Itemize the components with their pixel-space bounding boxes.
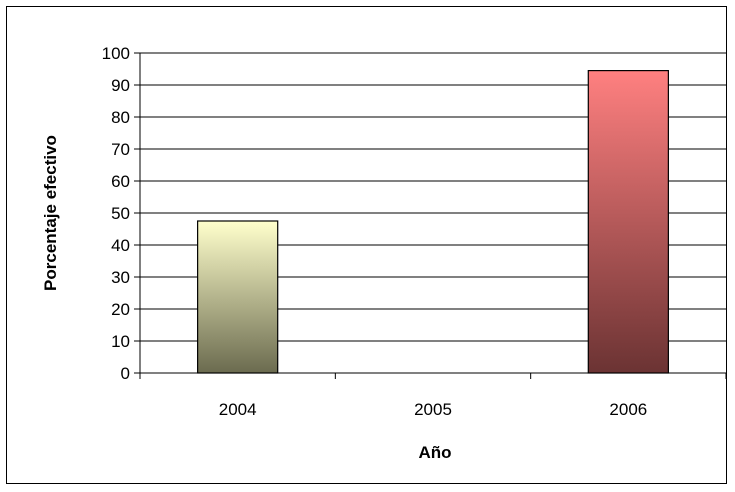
y-tick-label: 100 [102,44,130,63]
x-axis-title: Año [418,443,451,462]
y-tick-label: 50 [111,204,130,223]
bars [197,69,669,374]
x-tick-label: 2004 [219,400,257,419]
y-tick-label: 90 [111,76,130,95]
bar-2006 [587,69,669,374]
y-axis-title: Porcentaje efectivo [41,135,60,291]
axes [139,53,727,379]
y-tick-label: 80 [111,108,130,127]
bar-2004 [197,220,279,374]
y-tick-label: 40 [111,236,130,255]
y-tick-labels: 0 10 20 30 40 50 60 70 80 90 100 [102,44,130,383]
y-tick-label: 0 [121,364,130,383]
x-tick-label: 2005 [414,400,452,419]
y-tick-label: 60 [111,172,130,191]
y-tick-label: 70 [111,140,130,159]
x-tick-label: 2006 [609,400,647,419]
y-tick-label: 20 [111,300,130,319]
y-tick-label: 10 [111,332,130,351]
x-tick-labels: 2004 2005 2006 [219,400,647,419]
y-tick-label: 30 [111,268,130,287]
